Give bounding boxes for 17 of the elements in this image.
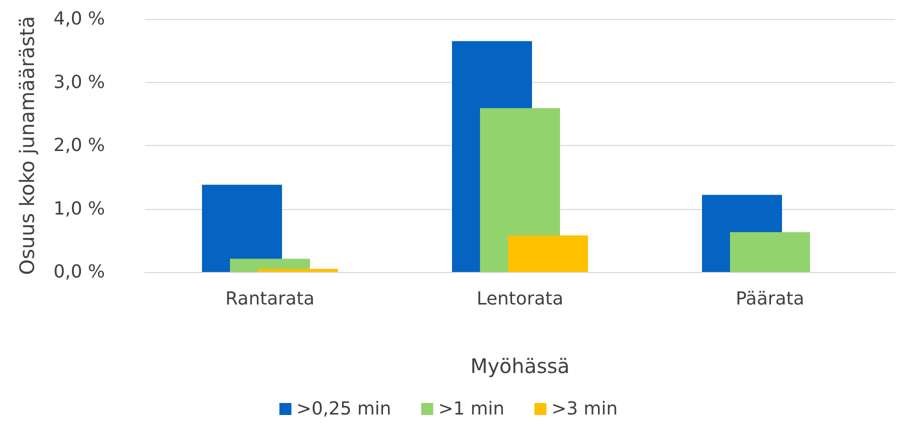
legend-label: >0,25 min: [296, 398, 392, 420]
y-tick-label: 3,0 %: [54, 72, 105, 93]
y-tick-label: 1,0 %: [54, 198, 105, 220]
y-axis-title: Osuus koko junamäärästä: [15, 16, 39, 276]
bar: [202, 184, 282, 272]
x-tick-label: Rantarata: [225, 288, 315, 310]
bar: [258, 268, 338, 272]
bar: [508, 235, 588, 272]
legend-label: >1 min: [438, 398, 504, 420]
x-tick-label: Lentorata: [476, 288, 564, 310]
y-tick-label: 2,0 %: [54, 135, 105, 156]
y-tick-label: 4,0 %: [54, 8, 105, 30]
x-tick-label: Päärata: [736, 288, 804, 310]
bar: [730, 232, 810, 272]
y-tick-label: 0,0 %: [54, 262, 105, 282]
x-axis-title: Myöhässä: [470, 354, 570, 378]
legend-label: >3 min: [551, 398, 618, 420]
